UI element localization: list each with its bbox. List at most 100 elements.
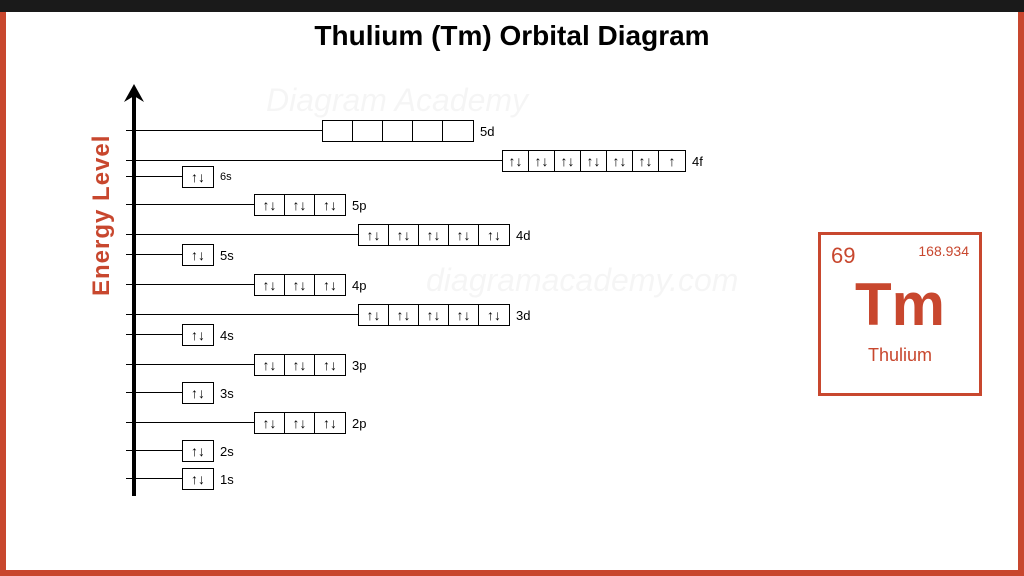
orbital-row-6s: ↑↓ 6s xyxy=(182,166,232,188)
connector-line xyxy=(140,176,182,177)
orbital-box: ↑↓ xyxy=(183,383,213,403)
orbital-row-3d: ↑↓↑↓↑↓↑↓↑↓ 3d xyxy=(358,304,530,326)
orbital-box xyxy=(413,121,443,141)
axis-tick xyxy=(126,284,140,285)
axis-tick xyxy=(126,176,140,177)
orbital-label: 6s xyxy=(220,171,232,183)
y-axis-arrow-icon xyxy=(120,82,148,110)
orbital-box: ↑↓ xyxy=(285,195,315,215)
connector-line xyxy=(140,422,254,423)
orbital-box: ↑↓ xyxy=(419,225,449,245)
orbital-row-4p: ↑↓↑↓↑↓4p xyxy=(254,274,366,296)
axis-tick xyxy=(126,392,140,393)
orbital-box xyxy=(323,121,353,141)
orbital-label: 4p xyxy=(352,278,366,293)
orbital-box: ↑ xyxy=(659,151,685,171)
orbital-box: ↑↓ xyxy=(255,413,285,433)
axis-tick xyxy=(126,314,140,315)
connector-line xyxy=(140,254,182,255)
connector-line xyxy=(140,204,254,205)
axis-tick xyxy=(126,130,140,131)
y-axis-line xyxy=(132,96,136,496)
orbital-label: 5p xyxy=(352,198,366,213)
orbital-box: ↑↓ xyxy=(285,355,315,375)
orbital-diagram: Energy Level 5d↑↓↑↓↑↓↑↓↑↓↑↓↑4f↑↓6s↑↓↑↓↑↓… xyxy=(82,96,782,516)
orbital-box: ↑↓ xyxy=(389,305,419,325)
axis-tick xyxy=(126,450,140,451)
orbital-boxes: ↑↓ xyxy=(182,166,214,188)
element-name: Thulium xyxy=(831,345,969,366)
orbital-row-4f: ↑↓↑↓↑↓↑↓↑↓↑↓↑ 4f xyxy=(502,150,703,172)
orbital-box xyxy=(383,121,413,141)
orbital-box: ↑↓ xyxy=(255,355,285,375)
orbital-label: 3p xyxy=(352,358,366,373)
axis-tick xyxy=(126,254,140,255)
orbital-box: ↑↓ xyxy=(479,225,509,245)
orbital-box: ↑↓ xyxy=(255,275,285,295)
connector-line xyxy=(140,450,182,451)
orbital-label: 1s xyxy=(220,472,234,487)
orbital-row-5s: ↑↓5s xyxy=(182,244,234,266)
orbital-boxes: ↑↓ xyxy=(182,440,214,462)
orbital-boxes: ↑↓↑↓↑↓↑↓↑↓ xyxy=(358,224,510,246)
orbital-box: ↑↓ xyxy=(183,245,213,265)
orbital-label: 4f xyxy=(692,154,703,169)
orbital-label: 3d xyxy=(516,308,530,323)
orbital-row-4s: ↑↓ 4s xyxy=(182,324,234,346)
orbital-box: ↑↓ xyxy=(359,225,389,245)
orbital-boxes: ↑↓ xyxy=(182,468,214,490)
orbital-row-1s: ↑↓ 1s xyxy=(182,468,234,490)
top-black-bar xyxy=(0,0,1024,12)
orbital-boxes: ↑↓↑↓↑↓↑↓↑↓↑↓↑ xyxy=(502,150,686,172)
connector-line xyxy=(140,130,322,131)
orbital-box: ↑↓ xyxy=(449,225,479,245)
connector-line xyxy=(140,334,182,335)
main-frame: Thulium (Tm) Orbital Diagram Diagram Aca… xyxy=(0,12,1024,576)
axis-tick xyxy=(126,334,140,335)
orbital-row-5d: 5d xyxy=(322,120,494,142)
orbital-boxes: ↑↓ xyxy=(182,382,214,404)
connector-line xyxy=(140,284,254,285)
orbital-box: ↑↓ xyxy=(285,275,315,295)
y-axis-label: Energy Level xyxy=(88,135,116,296)
orbital-box: ↑↓ xyxy=(255,195,285,215)
orbital-row-5p: ↑↓↑↓↑↓5p xyxy=(254,194,366,216)
orbital-label: 4s xyxy=(220,328,234,343)
orbital-box: ↑↓ xyxy=(555,151,581,171)
axis-tick xyxy=(126,364,140,365)
orbital-box: ↑↓ xyxy=(315,413,345,433)
axis-tick xyxy=(126,422,140,423)
orbital-box: ↑↓ xyxy=(183,441,213,461)
axis-tick xyxy=(126,478,140,479)
orbital-boxes xyxy=(322,120,474,142)
orbital-boxes: ↑↓ xyxy=(182,244,214,266)
orbital-boxes: ↑↓↑↓↑↓ xyxy=(254,412,346,434)
orbital-boxes: ↑↓↑↓↑↓ xyxy=(254,354,346,376)
orbital-label: 2p xyxy=(352,416,366,431)
orbital-box: ↑↓ xyxy=(315,275,345,295)
orbital-row-2s: ↑↓ 2s xyxy=(182,440,234,462)
orbital-label: 2s xyxy=(220,444,234,459)
orbital-box: ↑↓ xyxy=(581,151,607,171)
orbital-boxes: ↑↓↑↓↑↓↑↓↑↓ xyxy=(358,304,510,326)
orbital-row-3p: ↑↓↑↓↑↓ 3p xyxy=(254,354,366,376)
orbital-boxes: ↑↓↑↓↑↓ xyxy=(254,274,346,296)
connector-line xyxy=(140,160,502,161)
orbital-box: ↑↓ xyxy=(633,151,659,171)
connector-line xyxy=(140,392,182,393)
axis-tick xyxy=(126,160,140,161)
orbital-row-3s: ↑↓3s xyxy=(182,382,234,404)
orbital-label: 4d xyxy=(516,228,530,243)
axis-tick xyxy=(126,204,140,205)
orbital-box: ↑↓ xyxy=(607,151,633,171)
orbital-box: ↑↓ xyxy=(183,167,213,187)
orbital-box: ↑↓ xyxy=(359,305,389,325)
orbital-box: ↑↓ xyxy=(479,305,509,325)
orbital-label: 5d xyxy=(480,124,494,139)
orbital-box: ↑↓ xyxy=(419,305,449,325)
orbital-box: ↑↓ xyxy=(529,151,555,171)
orbital-box: ↑↓ xyxy=(183,325,213,345)
orbital-box xyxy=(353,121,383,141)
connector-line xyxy=(140,364,254,365)
atomic-mass: 168.934 xyxy=(918,243,969,259)
